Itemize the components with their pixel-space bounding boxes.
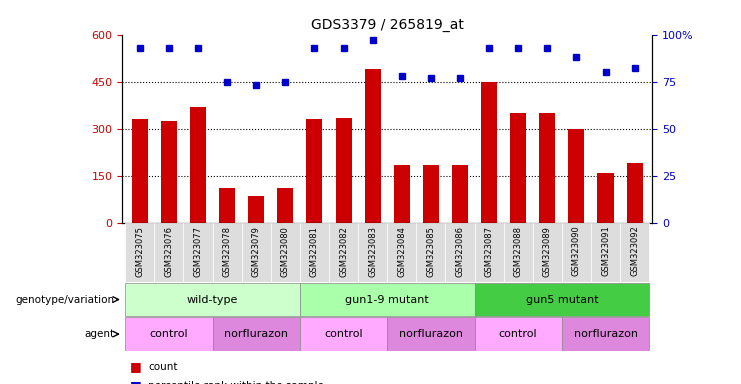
Bar xyxy=(620,223,649,282)
Bar xyxy=(300,283,474,316)
Text: norflurazon: norflurazon xyxy=(225,329,288,339)
Text: GSM323090: GSM323090 xyxy=(572,226,581,276)
Bar xyxy=(213,318,300,351)
Bar xyxy=(154,223,184,282)
Bar xyxy=(306,119,322,223)
Text: GSM323089: GSM323089 xyxy=(542,226,552,276)
Text: GSM323084: GSM323084 xyxy=(397,226,406,276)
Bar xyxy=(190,107,206,223)
Bar xyxy=(300,223,329,282)
Text: GSM323091: GSM323091 xyxy=(601,226,610,276)
Bar xyxy=(423,165,439,223)
Text: genotype/variation: genotype/variation xyxy=(16,295,115,305)
Bar xyxy=(336,118,351,223)
Text: GSM323075: GSM323075 xyxy=(135,226,144,276)
Text: wild-type: wild-type xyxy=(187,295,238,305)
Bar xyxy=(242,223,270,282)
Bar xyxy=(539,113,555,223)
Bar xyxy=(597,172,614,223)
Text: control: control xyxy=(150,329,188,339)
Text: control: control xyxy=(325,329,363,339)
Bar xyxy=(219,188,235,223)
Text: GSM323078: GSM323078 xyxy=(222,226,232,277)
Bar xyxy=(474,318,562,351)
Text: ■: ■ xyxy=(130,379,142,384)
Bar xyxy=(533,223,562,282)
Bar xyxy=(161,121,177,223)
Bar xyxy=(270,223,300,282)
Bar xyxy=(562,318,649,351)
Text: GSM323087: GSM323087 xyxy=(485,226,494,277)
Bar xyxy=(213,223,242,282)
Text: GSM323088: GSM323088 xyxy=(514,226,522,277)
Bar xyxy=(591,223,620,282)
Text: GSM323085: GSM323085 xyxy=(426,226,436,276)
Bar xyxy=(510,113,526,223)
Bar xyxy=(393,165,410,223)
Text: GSM323086: GSM323086 xyxy=(456,226,465,277)
Bar xyxy=(365,69,381,223)
Text: GSM323080: GSM323080 xyxy=(281,226,290,276)
Bar xyxy=(474,283,649,316)
Bar xyxy=(132,119,147,223)
Bar xyxy=(125,223,154,282)
Text: count: count xyxy=(148,362,178,372)
Text: ■: ■ xyxy=(130,360,142,373)
Bar xyxy=(125,318,213,351)
Bar xyxy=(387,318,474,351)
Text: GSM323082: GSM323082 xyxy=(339,226,348,276)
Text: norflurazon: norflurazon xyxy=(574,329,637,339)
Bar xyxy=(445,223,474,282)
Text: GSM323079: GSM323079 xyxy=(252,226,261,276)
Bar xyxy=(481,82,497,223)
Bar xyxy=(329,223,358,282)
Text: GSM323077: GSM323077 xyxy=(193,226,202,277)
Bar xyxy=(562,223,591,282)
Bar xyxy=(504,223,533,282)
Bar xyxy=(452,165,468,223)
Bar xyxy=(387,223,416,282)
Bar xyxy=(474,223,504,282)
Bar xyxy=(358,223,387,282)
Title: GDS3379 / 265819_at: GDS3379 / 265819_at xyxy=(310,18,464,32)
Text: agent: agent xyxy=(84,329,115,339)
Bar xyxy=(248,196,265,223)
Text: control: control xyxy=(499,329,537,339)
Text: GSM323083: GSM323083 xyxy=(368,226,377,277)
Text: gun5 mutant: gun5 mutant xyxy=(525,295,598,305)
Text: GSM323076: GSM323076 xyxy=(165,226,173,277)
Bar xyxy=(184,223,213,282)
Text: GSM323081: GSM323081 xyxy=(310,226,319,276)
Bar xyxy=(300,318,387,351)
Text: percentile rank within the sample: percentile rank within the sample xyxy=(148,381,324,384)
Bar xyxy=(627,163,642,223)
Text: gun1-9 mutant: gun1-9 mutant xyxy=(345,295,429,305)
Bar xyxy=(125,283,300,316)
Text: GSM323092: GSM323092 xyxy=(630,226,639,276)
Bar xyxy=(277,188,293,223)
Bar xyxy=(416,223,445,282)
Text: norflurazon: norflurazon xyxy=(399,329,463,339)
Bar xyxy=(568,129,585,223)
